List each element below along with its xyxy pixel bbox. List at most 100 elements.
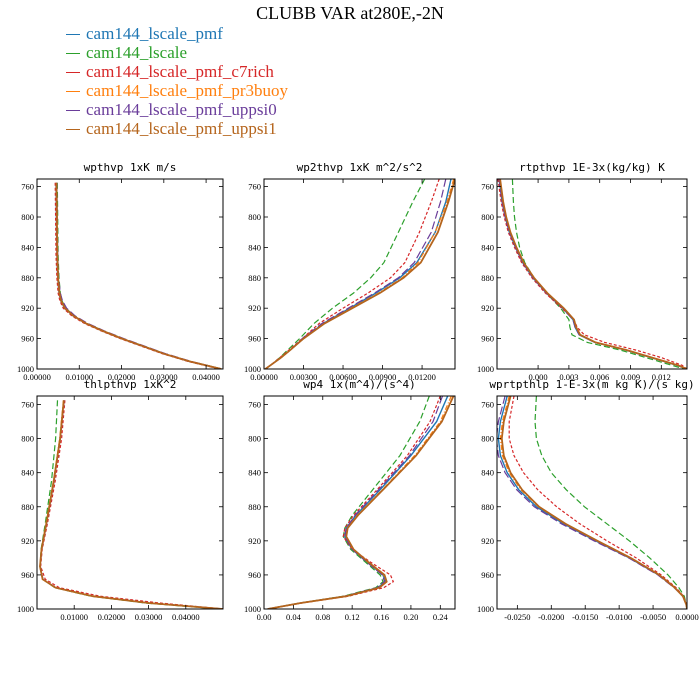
- series-line: [56, 182, 223, 369]
- legend-item: cam144_lscale_pmf: [66, 24, 288, 43]
- x-tick-label: 0.16: [374, 612, 389, 622]
- series-line: [54, 182, 220, 369]
- y-tick-label: 800: [248, 212, 261, 222]
- y-tick-label: 880: [21, 502, 34, 512]
- x-tick-label: 0.02000: [98, 612, 126, 622]
- y-tick-label: 960: [248, 570, 261, 580]
- x-tick-label: 0.009: [621, 372, 640, 382]
- series-line: [56, 182, 222, 369]
- x-tick-label: 0.003: [559, 372, 578, 382]
- legend-swatch: [66, 109, 80, 111]
- x-tick-label: 0.20: [403, 612, 418, 622]
- series-group: [497, 179, 687, 369]
- y-tick-label: 800: [481, 434, 494, 444]
- x-tick-label: 0.01200: [408, 372, 436, 382]
- legend-item: cam144_lscale_pmf_uppsi1: [66, 119, 288, 138]
- chart-panel: rtpthvp 1E-3x(kg/kg) K 760 800 840 880 920 960…: [477, 161, 688, 382]
- series-line: [267, 396, 449, 609]
- y-tick-label: 960: [481, 334, 494, 344]
- legend-swatch: [66, 71, 80, 73]
- y-tick-label: 1000: [244, 364, 261, 374]
- y-tick-label: 1000: [17, 364, 34, 374]
- x-tick-label: 0.03000: [135, 612, 163, 622]
- x-tick-label: 0.04: [286, 612, 302, 622]
- y-tick-label: 880: [248, 273, 261, 283]
- series-line: [264, 179, 455, 369]
- y-tick-label: 920: [248, 536, 261, 546]
- plot-frame: [36, 395, 224, 610]
- series-line: [39, 400, 223, 609]
- legend-swatch: [66, 33, 80, 35]
- series-line: [497, 396, 687, 609]
- y-tick-label: 880: [481, 502, 494, 512]
- y-tick-label: 800: [248, 434, 261, 444]
- y-tick-label: 880: [248, 502, 261, 512]
- series-group: [54, 182, 223, 369]
- x-tick-label: 0.03000: [150, 372, 178, 382]
- y-tick-label: 840: [248, 242, 261, 252]
- x-tick-label: 0.006: [590, 372, 609, 382]
- x-tick-label: 0.01000: [60, 612, 88, 622]
- series-line: [267, 396, 430, 609]
- y-tick-label: 760: [248, 400, 261, 410]
- y-tick-label: 800: [21, 212, 34, 222]
- series-line: [264, 179, 447, 369]
- panel-title: thlpthvp 1xK^2: [84, 378, 177, 391]
- x-tick-label: 0.08: [315, 612, 330, 622]
- y-tick-label: 920: [21, 303, 34, 313]
- y-tick-label: 920: [21, 536, 34, 546]
- y-tick-label: 840: [248, 468, 261, 478]
- series-line: [497, 179, 687, 369]
- panel-title: wp4 1x(m^4)/(s^4): [303, 378, 416, 391]
- legend-swatch: [66, 90, 80, 92]
- y-tick-label: 800: [21, 434, 34, 444]
- y-tick-label: 840: [481, 468, 494, 478]
- chart-panel: wp2thvp 1xK m^2/s^2 760 800 840 880 920 960 100…: [244, 161, 456, 382]
- y-tick-label: 1000: [17, 604, 34, 614]
- x-tick-label: 0.04000: [192, 372, 220, 382]
- series-line: [264, 179, 452, 369]
- plot-frame: [263, 395, 456, 610]
- y-tick-label: 800: [481, 212, 494, 222]
- series-line: [267, 396, 444, 609]
- series-line: [264, 179, 440, 369]
- y-tick-label: 760: [21, 400, 34, 410]
- series-line: [499, 396, 687, 609]
- y-tick-label: 760: [481, 182, 494, 192]
- series-line: [534, 396, 687, 609]
- panel-title: wprtpthlp 1-E-3x(m kg K)/(s kg): [489, 378, 694, 391]
- series-line: [40, 400, 223, 609]
- y-tick-label: 920: [481, 303, 494, 313]
- series-group: [264, 179, 455, 369]
- y-tick-label: 880: [21, 273, 34, 283]
- y-tick-label: 1000: [477, 604, 494, 614]
- x-tick-label: 0.01000: [65, 372, 93, 382]
- legend-swatch: [66, 52, 80, 54]
- legend-label: cam144_lscale_pmf_pr3buoy: [86, 81, 289, 100]
- x-tick-label: 0.00900: [369, 372, 397, 382]
- x-tick-label: 0.00300: [290, 372, 318, 382]
- y-tick-label: 960: [21, 334, 34, 344]
- y-tick-label: 840: [21, 468, 34, 478]
- series-line: [39, 400, 223, 609]
- x-tick-label: 0.04000: [172, 612, 200, 622]
- legend-label: cam144_lscale_pmf_uppsi1: [86, 119, 277, 138]
- y-tick-label: 960: [481, 570, 494, 580]
- legend-label: cam144_lscale_pmf: [86, 24, 223, 43]
- series-group: [497, 396, 687, 609]
- series-line: [55, 182, 222, 369]
- legend-label: cam144_lscale_pmf_c7rich: [86, 62, 274, 81]
- chart-panel: wpthvp 1xK m/s 760 800 840 880 920 960 10000.00…: [17, 161, 224, 382]
- legend-item: cam144_lscale_pmf_c7rich: [66, 62, 288, 81]
- x-tick-label: -0.0050: [640, 612, 666, 622]
- figure-title: CLUBB VAR at280E,-2N: [256, 3, 444, 23]
- y-tick-label: 960: [248, 334, 261, 344]
- series-line: [511, 179, 685, 369]
- series-line: [39, 400, 223, 609]
- series-line: [267, 396, 452, 609]
- plot-frame: [496, 395, 688, 610]
- plot-frame: [496, 178, 688, 370]
- series-line: [39, 400, 223, 609]
- chart-panel: thlpthvp 1xK^2 760 800 840 880 920 960 1000 0.01…: [17, 378, 224, 622]
